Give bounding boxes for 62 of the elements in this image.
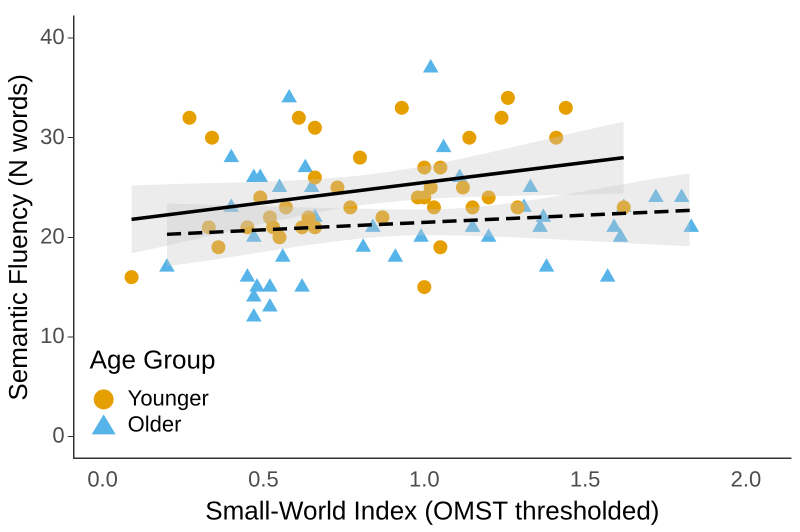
point bbox=[352, 150, 367, 165]
point bbox=[246, 308, 262, 322]
point bbox=[388, 248, 404, 262]
point bbox=[538, 258, 554, 272]
point bbox=[480, 228, 496, 242]
point bbox=[272, 230, 287, 244]
x-tick-label: 1.0 bbox=[408, 466, 440, 492]
legend-label: Older bbox=[128, 411, 182, 436]
point bbox=[426, 200, 441, 214]
point bbox=[272, 178, 288, 192]
point bbox=[466, 200, 480, 214]
point bbox=[394, 100, 409, 115]
point bbox=[274, 248, 291, 262]
point bbox=[365, 218, 381, 232]
point bbox=[355, 238, 371, 252]
point bbox=[482, 190, 496, 204]
x-tick-label: 1.5 bbox=[570, 466, 600, 492]
point bbox=[522, 178, 538, 192]
y-tick-label: 30 bbox=[40, 124, 65, 149]
point bbox=[433, 160, 448, 175]
y-tick-label: 10 bbox=[40, 322, 65, 348]
point bbox=[417, 160, 432, 175]
point bbox=[375, 210, 390, 224]
point bbox=[278, 200, 293, 214]
point bbox=[549, 130, 564, 145]
point bbox=[494, 110, 508, 125]
y-tick-label: 20 bbox=[40, 223, 65, 248]
point bbox=[240, 268, 256, 282]
point bbox=[674, 188, 690, 202]
point bbox=[683, 218, 700, 232]
point bbox=[204, 130, 219, 145]
point bbox=[648, 188, 664, 202]
y-tick-label: 40 bbox=[40, 24, 65, 50]
point bbox=[462, 130, 476, 145]
point bbox=[262, 298, 278, 312]
point bbox=[600, 268, 616, 282]
x-tick-label: 2.0 bbox=[730, 466, 762, 492]
x-tick-label: 0.0 bbox=[87, 466, 118, 492]
point bbox=[292, 110, 306, 125]
point bbox=[262, 278, 278, 292]
point bbox=[413, 228, 429, 242]
point bbox=[297, 158, 314, 172]
x-tick-label: 0.5 bbox=[248, 466, 279, 492]
point bbox=[294, 278, 310, 292]
legend-label: Younger bbox=[128, 385, 209, 410]
y-axis-title: Semantic Fluency (N words) bbox=[2, 74, 33, 401]
point bbox=[308, 120, 322, 135]
point bbox=[510, 200, 525, 214]
y-tick-label: 0 bbox=[52, 422, 65, 448]
point bbox=[612, 228, 628, 242]
point bbox=[182, 110, 196, 125]
point bbox=[606, 218, 622, 232]
point bbox=[159, 258, 175, 272]
point bbox=[343, 200, 358, 214]
point bbox=[308, 170, 322, 185]
point bbox=[558, 100, 573, 115]
point bbox=[456, 180, 470, 195]
legend-title: Age Group bbox=[90, 344, 216, 375]
point bbox=[500, 90, 515, 105]
x-axis-title: Small-World Index (OMST thresholded) bbox=[205, 496, 660, 526]
point bbox=[301, 210, 316, 224]
point bbox=[249, 278, 265, 292]
